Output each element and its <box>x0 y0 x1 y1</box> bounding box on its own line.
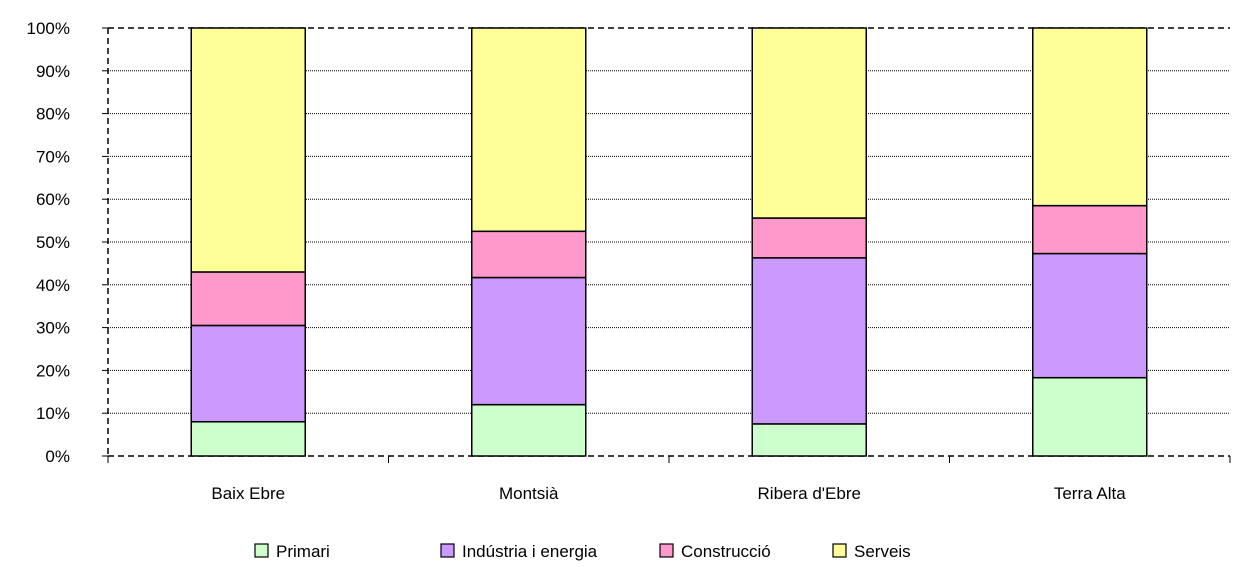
bar-segment <box>471 403 587 457</box>
bar-segment <box>751 423 867 457</box>
legend-label: Indústria i energia <box>462 542 598 561</box>
y-tick-label: 70% <box>36 147 70 166</box>
bar-segment <box>1032 376 1148 457</box>
bar-segment <box>471 230 587 279</box>
y-tick-label: 10% <box>36 404 70 423</box>
y-tick-label: 80% <box>36 105 70 124</box>
x-category-label: Ribera d'Ebre <box>758 484 861 503</box>
legend-label: Serveis <box>854 542 911 561</box>
y-tick-label: 100% <box>27 19 70 38</box>
bar-segment <box>190 324 306 423</box>
bar-segment <box>190 271 306 327</box>
legend-swatch <box>254 543 269 558</box>
y-tick-label: 90% <box>36 62 70 81</box>
bar-segment <box>1032 204 1148 255</box>
y-tick-label: 20% <box>36 361 70 380</box>
bar-segment <box>751 27 867 219</box>
bar-segment <box>190 27 306 273</box>
bar-segment <box>751 217 867 259</box>
x-category-label: Montsià <box>499 484 559 503</box>
bar-segment <box>471 276 587 406</box>
x-category-label: Baix Ebre <box>211 484 285 503</box>
bar-segment <box>471 27 587 233</box>
legend-label: Primari <box>276 542 330 561</box>
legend-swatch <box>659 543 674 558</box>
y-tick-label: 50% <box>36 233 70 252</box>
bar-segment <box>751 257 867 425</box>
bar-segment <box>1032 252 1148 379</box>
y-tick-label: 30% <box>36 319 70 338</box>
y-tick-label: 0% <box>45 447 70 466</box>
legend-swatch <box>832 543 847 558</box>
legend-label: Construcció <box>681 542 771 561</box>
x-category-label: Terra Alta <box>1054 484 1126 503</box>
legend-swatch <box>440 543 455 558</box>
bar-segment <box>1032 27 1148 207</box>
y-tick-label: 40% <box>36 276 70 295</box>
bar-segment <box>190 421 306 457</box>
y-tick-label: 60% <box>36 190 70 209</box>
